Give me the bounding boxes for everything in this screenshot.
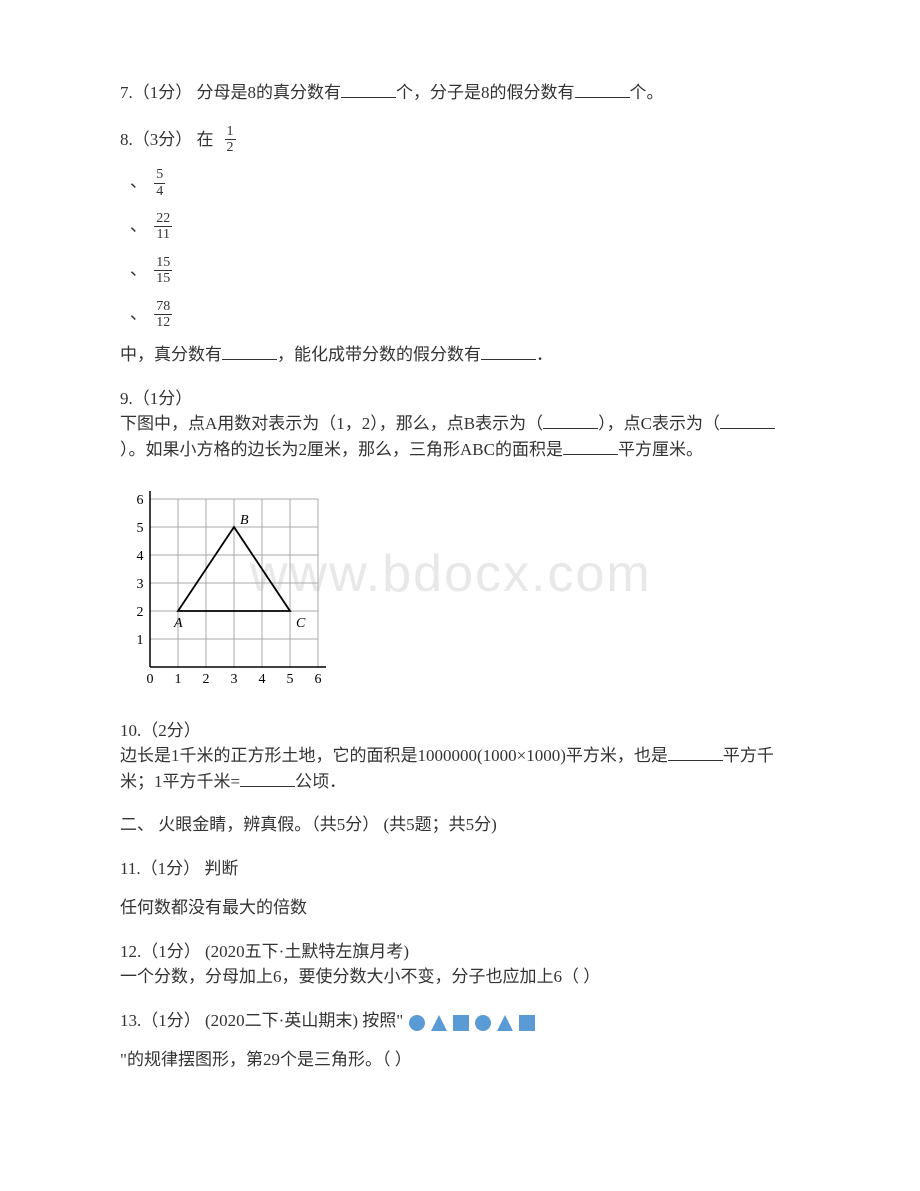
question-7: 7.（1分） 分母是8的真分数有 个，分子是8的假分数有 个。 <box>120 80 800 106</box>
grid-svg: 0 1 2 3 4 5 6 1 2 3 4 5 6 A B C <box>120 472 350 692</box>
denominator: 11 <box>154 227 172 242</box>
blank <box>240 770 295 787</box>
q10-text3: 公顷． <box>295 772 346 791</box>
svg-text:1: 1 <box>175 672 182 687</box>
blank <box>543 412 598 429</box>
question-8: 8.（3分） 在 1 2 、 5 4 、 22 11 、 15 15 <box>120 124 800 368</box>
blank <box>481 343 536 360</box>
question-13: 13.（1分） (2020二下·英山期末) 按照" "的规律摆图形，第29个是三… <box>120 1008 800 1073</box>
q9-label: 9.（1分） <box>120 386 800 412</box>
svg-text:4: 4 <box>259 672 266 687</box>
question-11: 11.（1分） 判断 任何数都没有最大的倍数 <box>120 856 800 921</box>
q7-label: 7.（1分） 分母是8的真分数有 <box>120 83 341 102</box>
fraction: 22 11 <box>154 211 172 243</box>
fraction: 5 4 <box>154 167 165 199</box>
blank <box>222 343 277 360</box>
svg-text:2: 2 <box>203 672 210 687</box>
prefix: 、 <box>130 260 147 279</box>
triangle-grid-chart: 0 1 2 3 4 5 6 1 2 3 4 5 6 A B C <box>120 472 800 700</box>
blank <box>668 744 723 761</box>
question-10: 10.（2分） 边长是1千米的正方形土地，它的面积是1000000(1000×1… <box>120 718 800 795</box>
numerator: 1 <box>225 124 236 140</box>
svg-text:6: 6 <box>315 672 322 687</box>
numerator: 5 <box>154 167 165 183</box>
q8-label: 8.（3分） 在 <box>120 127 214 153</box>
q10-text1: 边长是1千米的正方形土地，它的面积是1000000(1000×1000)平方米，… <box>120 746 668 765</box>
q12-text: 一个分数，分母加上6，要使分数大小不变，分子也应加上6（ ） <box>120 964 800 990</box>
svg-text:1: 1 <box>137 633 144 648</box>
q10-label: 10.（2分） <box>120 718 800 744</box>
q13-text2: "的规律摆图形，第29个是三角形。（ ） <box>120 1047 800 1073</box>
q8-line2: ，能化成带分数的假分数有 <box>277 345 481 364</box>
content-area: 7.（1分） 分母是8的真分数有 个，分子是8的假分数有 个。 8.（3分） 在 1… <box>120 80 800 1073</box>
q8-line3: ． <box>536 345 553 364</box>
q9-text3: ）。如果小方格的边长为2厘米，那么，三角形ABC的面积是 <box>120 440 563 459</box>
q13-label: 13.（1分） (2020二下·英山期末) 按照" <box>120 1011 403 1030</box>
svg-text:5: 5 <box>287 672 294 687</box>
denominator: 4 <box>154 184 165 199</box>
blank <box>563 438 618 455</box>
q11-text: 任何数都没有最大的倍数 <box>120 895 800 921</box>
q12-label: 12.（1分） (2020五下·土默特左旗月考) <box>120 939 800 965</box>
svg-text:0: 0 <box>147 672 154 687</box>
svg-text:6: 6 <box>137 493 144 508</box>
q9-text4: 平方厘米。 <box>618 440 703 459</box>
prefix: 、 <box>130 303 147 322</box>
fraction: 78 12 <box>154 299 172 331</box>
denominator: 2 <box>225 140 236 155</box>
prefix: 、 <box>130 172 147 191</box>
fraction: 1 2 <box>225 124 236 156</box>
blank <box>575 81 630 98</box>
svg-text:3: 3 <box>137 577 144 592</box>
numerator: 22 <box>154 211 172 227</box>
q7-end: 个。 <box>630 83 664 102</box>
svg-text:C: C <box>296 616 306 631</box>
q9-text1: 下图中，点A用数对表示为（1，2），那么，点B表示为（ <box>120 414 543 433</box>
svg-text:3: 3 <box>231 672 238 687</box>
svg-text:5: 5 <box>137 521 144 536</box>
svg-text:A: A <box>173 616 183 631</box>
q7-mid: 个，分子是8的假分数有 <box>396 83 575 102</box>
denominator: 12 <box>154 315 172 330</box>
shape-sequence <box>407 1013 535 1031</box>
q8-line1: 中，真分数有 <box>120 345 222 364</box>
q9-text2: ），点C表示为（ <box>598 414 720 433</box>
question-9: 9.（1分） 下图中，点A用数对表示为（1，2），那么，点B表示为（ ），点C表示… <box>120 386 800 700</box>
q11-label: 11.（1分） 判断 <box>120 856 800 882</box>
svg-text:B: B <box>240 513 249 528</box>
prefix: 、 <box>130 216 147 235</box>
svg-text:4: 4 <box>137 549 144 564</box>
blank <box>341 81 396 98</box>
section-2-header: 二、 火眼金睛，辨真假。（共5分） (共5题；共5分) <box>120 812 800 838</box>
question-12: 12.（1分） (2020五下·土默特左旗月考) 一个分数，分母加上6，要使分数… <box>120 939 800 990</box>
numerator: 15 <box>154 255 172 271</box>
denominator: 15 <box>154 271 172 286</box>
fraction: 15 15 <box>154 255 172 287</box>
numerator: 78 <box>154 299 172 315</box>
svg-text:2: 2 <box>137 605 144 620</box>
blank <box>720 412 775 429</box>
